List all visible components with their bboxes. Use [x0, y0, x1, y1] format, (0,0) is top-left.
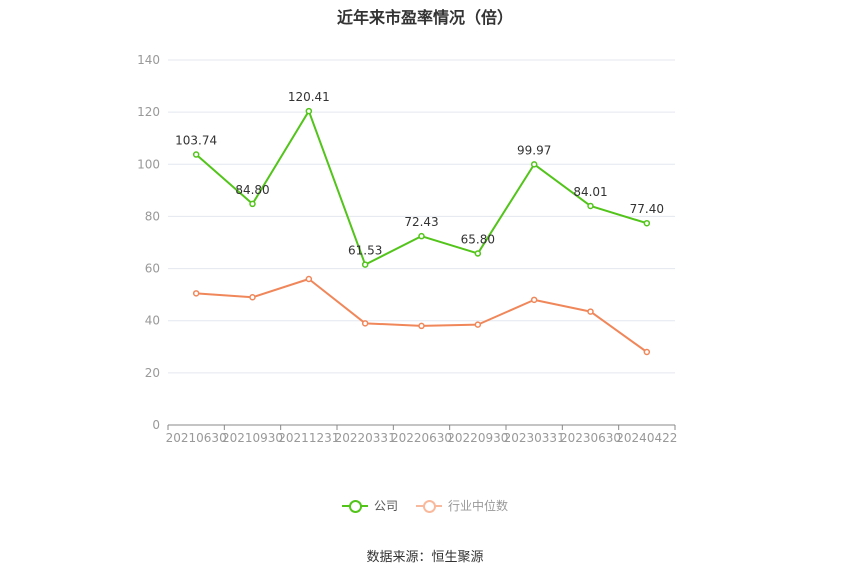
x-tick-label: 20210930	[222, 431, 283, 445]
y-tick-labels: 0 20 40 60 80 100 120 140	[137, 53, 160, 432]
data-point	[305, 107, 313, 115]
data-point	[418, 232, 425, 240]
data-label: 65.80	[461, 232, 495, 246]
y-tick-label: 0	[152, 418, 160, 432]
x-tick-label: 20240422	[616, 431, 677, 445]
legend-item-industry-median[interactable]: 行业中位数	[416, 497, 508, 514]
y-tick-label: 80	[145, 209, 160, 223]
y-tick-label: 100	[137, 157, 160, 171]
series-line	[196, 278, 648, 353]
data-point	[587, 308, 594, 315]
x-tick-labels: 2021063020210930202112312022033120220630…	[166, 431, 678, 445]
data-point	[249, 200, 256, 208]
data-point	[361, 261, 369, 268]
y-tick-label: 60	[145, 262, 160, 276]
data-point	[361, 320, 369, 327]
x-tick-label: 20210630	[166, 431, 227, 445]
legend: 公司 行业中位数	[0, 497, 850, 514]
data-point	[249, 294, 256, 301]
legend-line-marker-icon	[416, 499, 442, 513]
x-tick-label: 20220630	[391, 431, 452, 445]
chart-title: 近年来市盈率情况（倍）	[336, 8, 513, 27]
data-labels: 103.74 84.80 120.41 61.53 72.43 65.80 99.97 84.…	[175, 90, 664, 258]
data-point	[643, 219, 651, 227]
grid-lines	[168, 59, 675, 374]
data-point	[192, 290, 200, 297]
y-tick-label: 140	[137, 53, 160, 67]
legend-item-company[interactable]: 公司	[341, 497, 398, 514]
data-label: 99.97	[517, 143, 551, 157]
x-tick-label: 20220331	[335, 431, 396, 445]
data-source: 数据来源：恒生聚源	[366, 550, 484, 565]
data-point	[474, 250, 482, 257]
y-tick-label: 20	[145, 366, 160, 380]
x-tick-label: 20220930	[447, 431, 508, 445]
x-tick-label: 20230331	[504, 431, 565, 445]
axes	[167, 424, 676, 430]
data-point	[530, 161, 538, 168]
data-label: 72.43	[404, 215, 438, 229]
data-label: 103.74	[175, 134, 217, 148]
data-point	[192, 151, 200, 158]
series	[192, 107, 651, 356]
data-label: 84.80	[235, 183, 269, 197]
y-tick-label: 40	[145, 314, 160, 328]
legend-line-marker-icon	[341, 499, 368, 513]
legend-label-company: 公司	[373, 499, 398, 513]
data-label: 61.53	[348, 244, 382, 258]
data-point	[418, 322, 425, 330]
x-tick-label: 20230630	[560, 431, 621, 445]
data-point	[474, 321, 482, 328]
x-tick-label: 20211231	[278, 431, 339, 445]
y-tick-label: 120	[137, 105, 160, 119]
legend-label-industry-median: 行业中位数	[448, 499, 509, 513]
data-point	[587, 202, 594, 210]
data-label: 84.01	[573, 185, 607, 199]
data-label: 77.40	[630, 202, 664, 216]
data-label: 120.41	[288, 90, 330, 104]
data-point	[305, 275, 313, 283]
data-point	[530, 296, 538, 304]
data-point	[643, 348, 651, 356]
